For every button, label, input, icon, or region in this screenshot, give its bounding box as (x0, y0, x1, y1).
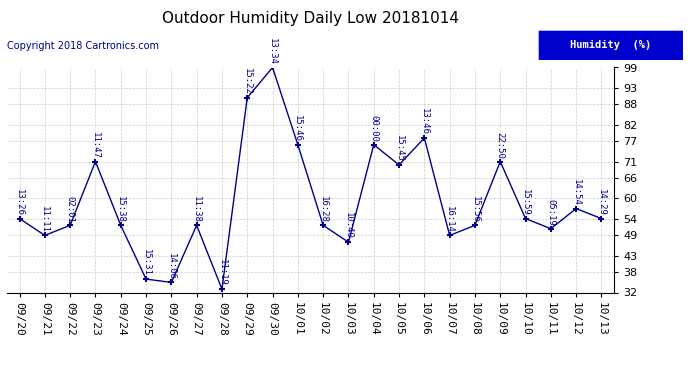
Text: 11:38: 11:38 (192, 196, 201, 222)
Text: Outdoor Humidity Daily Low 20181014: Outdoor Humidity Daily Low 20181014 (162, 11, 459, 26)
Text: 15:38: 15:38 (116, 196, 126, 222)
Text: 14:06: 14:06 (167, 253, 176, 280)
Text: 11:47: 11:47 (91, 132, 100, 159)
Text: 11:11: 11:11 (40, 206, 50, 232)
Text: 16:28: 16:28 (319, 196, 328, 222)
Text: 15:45: 15:45 (395, 135, 404, 162)
Text: 15:59: 15:59 (521, 189, 530, 216)
Text: 00:00: 00:00 (369, 115, 378, 142)
Text: 15:56: 15:56 (471, 196, 480, 222)
Text: 15:31: 15:31 (141, 249, 150, 276)
Text: 05:19: 05:19 (546, 199, 555, 226)
Text: Copyright 2018 Cartronics.com: Copyright 2018 Cartronics.com (7, 41, 159, 51)
Text: 13:46: 13:46 (420, 108, 429, 135)
Text: 11:19: 11:19 (217, 260, 226, 286)
Text: Humidity  (%): Humidity (%) (570, 40, 651, 50)
Text: 10:40: 10:40 (344, 213, 353, 239)
Text: 14:54: 14:54 (571, 179, 581, 206)
Text: 02:01: 02:01 (66, 196, 75, 222)
Text: 13:26: 13:26 (15, 189, 24, 216)
Text: 14:29: 14:29 (597, 189, 606, 216)
Text: 13:34: 13:34 (268, 38, 277, 65)
Text: 16:14: 16:14 (445, 206, 454, 232)
Text: 15:22: 15:22 (243, 68, 252, 95)
Text: 15:46: 15:46 (293, 115, 302, 142)
Text: 22:50: 22:50 (495, 132, 505, 159)
